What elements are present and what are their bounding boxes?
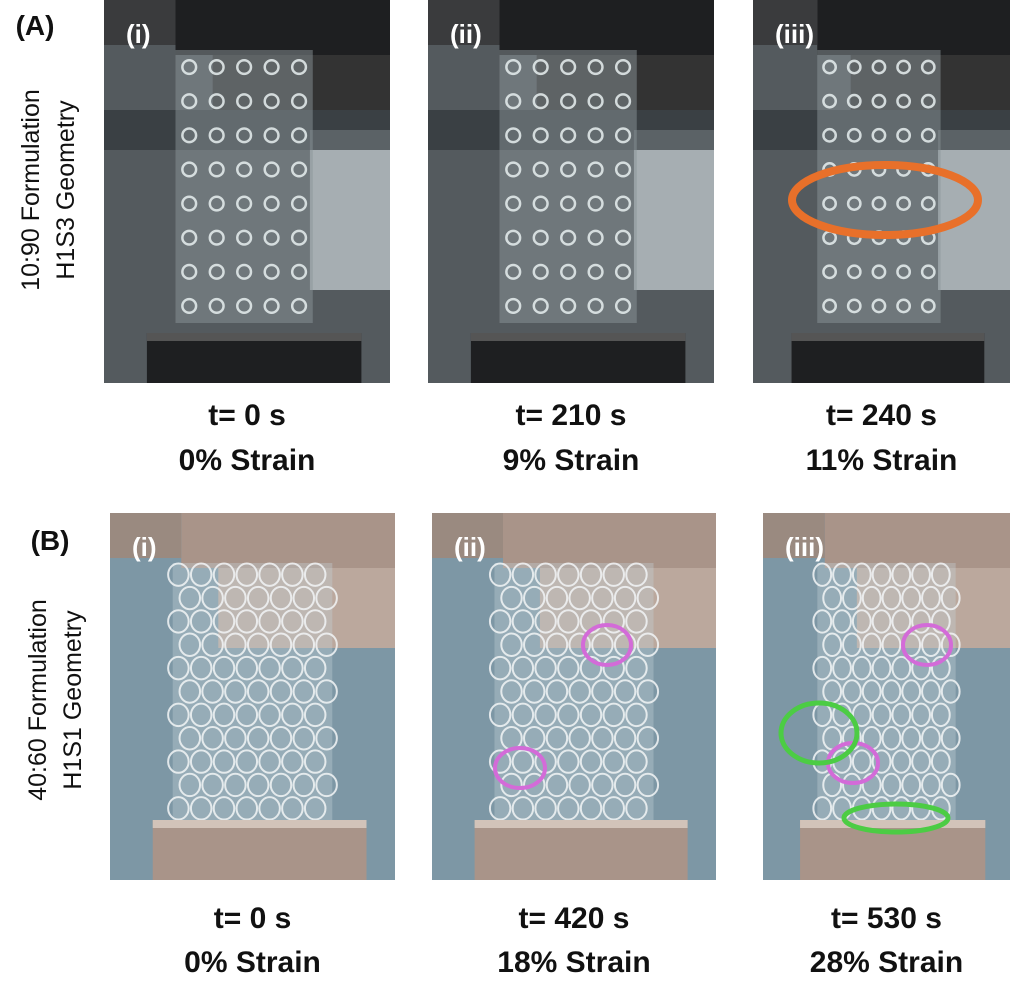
bottom-clamp [475, 820, 688, 828]
time-caption: t= 0 s [208, 399, 286, 432]
panel-label: (A) [16, 10, 55, 41]
bottom-clamp [475, 820, 688, 880]
top-clamp [503, 513, 716, 568]
bottom-clamp [800, 820, 985, 828]
strain-caption: 11% Strain [806, 444, 958, 477]
bottom-clamp [792, 333, 985, 341]
image-label: (ii) [450, 19, 482, 49]
specimen [817, 50, 940, 323]
time-caption: t= 420 s [519, 902, 630, 935]
top-clamp [825, 513, 1010, 568]
photo: (i) [110, 513, 395, 880]
specimen [494, 563, 653, 820]
row-label: H1S1 Geometry [59, 610, 87, 790]
top-clamp [176, 0, 391, 55]
image-label: (ii) [454, 532, 486, 562]
time-caption: t= 0 s [214, 902, 292, 935]
specimen [173, 563, 333, 820]
photo: (ii) [432, 513, 716, 880]
time-caption: t= 210 s [516, 399, 627, 432]
top-clamp [181, 513, 395, 568]
image-label: (i) [126, 19, 151, 49]
bottom-clamp [153, 820, 367, 828]
strain-caption: 9% Strain [503, 444, 640, 477]
time-caption: t= 240 s [826, 399, 937, 432]
row-label: H1S3 Geometry [52, 100, 80, 280]
strain-caption: 0% Strain [184, 946, 321, 978]
row-label: 10:90 Formulation [17, 89, 45, 291]
window [310, 130, 390, 290]
image-label: (i) [132, 532, 157, 562]
window [634, 130, 714, 290]
bottom-clamp [153, 820, 367, 880]
strain-caption: 18% Strain [497, 946, 650, 978]
photo: (i) [104, 0, 390, 383]
specimen [817, 563, 955, 820]
photo: (iii) [763, 513, 1010, 880]
specimen [500, 50, 637, 323]
specimen [176, 50, 313, 323]
strain-caption: 28% Strain [810, 946, 963, 978]
row-label: 40:60 Formulation [24, 599, 52, 801]
top-clamp [500, 0, 715, 55]
image-label: (iii) [775, 19, 814, 49]
bottom-clamp [147, 333, 362, 341]
top-clamp [817, 0, 1010, 55]
image-label: (iii) [785, 532, 824, 562]
photo: (ii) [428, 0, 714, 383]
bottom-clamp [471, 333, 686, 341]
strain-caption: 0% Strain [179, 444, 316, 477]
time-caption: t= 530 s [831, 902, 942, 935]
bottom-clamp [800, 820, 985, 880]
panel-label: (B) [31, 525, 70, 556]
figure: (A) 10:90 FormulationH1S3 Geometry (i) t= 0… [0, 0, 1014, 978]
